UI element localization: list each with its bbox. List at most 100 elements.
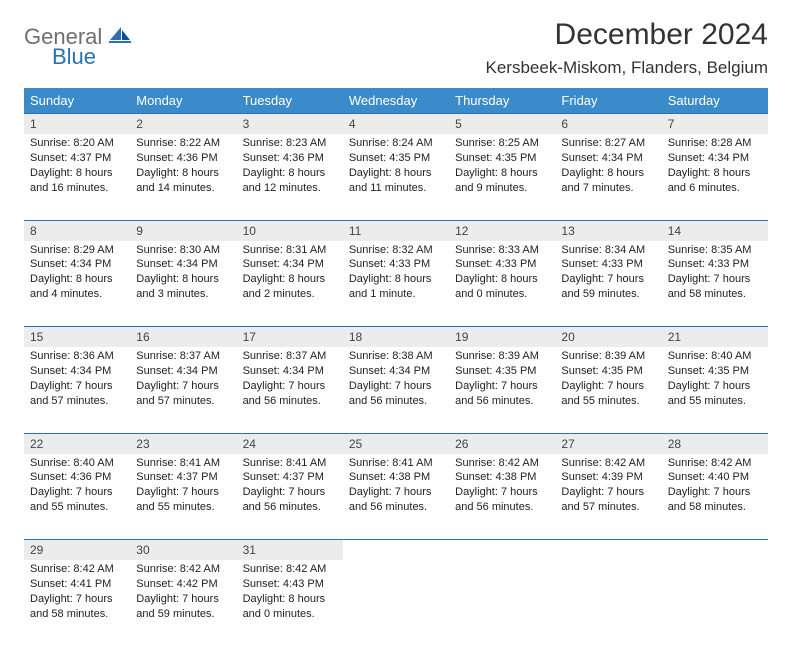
daylight-text: Daylight: 8 hours (668, 166, 762, 181)
day-number-cell (555, 540, 661, 561)
daylight-text: Daylight: 7 hours (668, 379, 762, 394)
sunset-text: Sunset: 4:37 PM (30, 151, 124, 166)
day-content-cell (555, 560, 661, 646)
content-row: Sunrise: 8:20 AMSunset: 4:37 PMDaylight:… (24, 134, 768, 220)
sunset-text: Sunset: 4:33 PM (561, 257, 655, 272)
daylight-text: and 59 minutes. (136, 607, 230, 622)
sunrise-text: Sunrise: 8:42 AM (136, 562, 230, 577)
daylight-text: Daylight: 8 hours (243, 592, 337, 607)
daylight-text: Daylight: 7 hours (243, 485, 337, 500)
weekday-header: Wednesday (343, 88, 449, 114)
daylight-text: and 14 minutes. (136, 181, 230, 196)
sunset-text: Sunset: 4:40 PM (668, 470, 762, 485)
day-content-cell: Sunrise: 8:29 AMSunset: 4:34 PMDaylight:… (24, 241, 130, 327)
sunrise-text: Sunrise: 8:37 AM (136, 349, 230, 364)
day-content-cell (343, 560, 449, 646)
weekday-header: Sunday (24, 88, 130, 114)
logo-text: General Blue (24, 26, 131, 68)
daynum-row: 22232425262728 (24, 433, 768, 454)
day-content-cell: Sunrise: 8:24 AMSunset: 4:35 PMDaylight:… (343, 134, 449, 220)
daylight-text: Daylight: 8 hours (561, 166, 655, 181)
daylight-text: and 57 minutes. (561, 500, 655, 515)
content-row: Sunrise: 8:42 AMSunset: 4:41 PMDaylight:… (24, 560, 768, 646)
day-content-cell: Sunrise: 8:32 AMSunset: 4:33 PMDaylight:… (343, 241, 449, 327)
sunset-text: Sunset: 4:34 PM (349, 364, 443, 379)
day-number-cell: 29 (24, 540, 130, 561)
daynum-row: 1234567 (24, 114, 768, 135)
day-content-cell: Sunrise: 8:40 AMSunset: 4:36 PMDaylight:… (24, 454, 130, 540)
day-number-cell: 1 (24, 114, 130, 135)
day-content-cell: Sunrise: 8:30 AMSunset: 4:34 PMDaylight:… (130, 241, 236, 327)
sunrise-text: Sunrise: 8:28 AM (668, 136, 762, 151)
daylight-text: and 55 minutes. (30, 500, 124, 515)
logo-sail-icon (109, 26, 131, 48)
daylight-text: and 56 minutes. (349, 394, 443, 409)
day-number-cell (343, 540, 449, 561)
daylight-text: and 56 minutes. (243, 394, 337, 409)
daylight-text: and 7 minutes. (561, 181, 655, 196)
daylight-text: and 58 minutes. (30, 607, 124, 622)
title-block: December 2024 Kersbeek-Miskom, Flanders,… (486, 18, 768, 78)
sunrise-text: Sunrise: 8:40 AM (668, 349, 762, 364)
day-number-cell (662, 540, 768, 561)
sunrise-text: Sunrise: 8:27 AM (561, 136, 655, 151)
sunrise-text: Sunrise: 8:33 AM (455, 243, 549, 258)
sunset-text: Sunset: 4:42 PM (136, 577, 230, 592)
daylight-text: and 55 minutes. (136, 500, 230, 515)
sunset-text: Sunset: 4:38 PM (455, 470, 549, 485)
sunrise-text: Sunrise: 8:23 AM (243, 136, 337, 151)
daylight-text: and 58 minutes. (668, 287, 762, 302)
day-number-cell: 30 (130, 540, 236, 561)
day-content-cell: Sunrise: 8:40 AMSunset: 4:35 PMDaylight:… (662, 347, 768, 433)
day-content-cell: Sunrise: 8:42 AMSunset: 4:39 PMDaylight:… (555, 454, 661, 540)
daylight-text: Daylight: 7 hours (30, 379, 124, 394)
day-number-cell: 31 (237, 540, 343, 561)
daylight-text: Daylight: 7 hours (30, 592, 124, 607)
daylight-text: Daylight: 7 hours (455, 379, 549, 394)
sunset-text: Sunset: 4:34 PM (668, 151, 762, 166)
daylight-text: Daylight: 8 hours (30, 166, 124, 181)
day-content-cell: Sunrise: 8:41 AMSunset: 4:37 PMDaylight:… (237, 454, 343, 540)
sunrise-text: Sunrise: 8:42 AM (30, 562, 124, 577)
sunrise-text: Sunrise: 8:31 AM (243, 243, 337, 258)
day-number-cell: 20 (555, 327, 661, 348)
weekday-header: Saturday (662, 88, 768, 114)
day-content-cell (662, 560, 768, 646)
day-content-cell: Sunrise: 8:22 AMSunset: 4:36 PMDaylight:… (130, 134, 236, 220)
sunset-text: Sunset: 4:34 PM (30, 257, 124, 272)
header: General Blue December 2024 Kersbeek-Misk… (24, 18, 768, 78)
sunset-text: Sunset: 4:35 PM (349, 151, 443, 166)
daylight-text: Daylight: 8 hours (349, 272, 443, 287)
sunrise-text: Sunrise: 8:42 AM (668, 456, 762, 471)
logo: General Blue (24, 18, 131, 68)
sunset-text: Sunset: 4:33 PM (349, 257, 443, 272)
day-number-cell: 18 (343, 327, 449, 348)
sunset-text: Sunset: 4:34 PM (243, 364, 337, 379)
calendar-table: Sunday Monday Tuesday Wednesday Thursday… (24, 88, 768, 646)
daylight-text: and 57 minutes. (136, 394, 230, 409)
daylight-text: and 6 minutes. (668, 181, 762, 196)
daylight-text: Daylight: 7 hours (455, 485, 549, 500)
daylight-text: and 12 minutes. (243, 181, 337, 196)
sunrise-text: Sunrise: 8:29 AM (30, 243, 124, 258)
sunrise-text: Sunrise: 8:30 AM (136, 243, 230, 258)
daylight-text: and 1 minute. (349, 287, 443, 302)
daylight-text: Daylight: 8 hours (243, 272, 337, 287)
weekday-header: Thursday (449, 88, 555, 114)
sunset-text: Sunset: 4:43 PM (243, 577, 337, 592)
sunset-text: Sunset: 4:34 PM (30, 364, 124, 379)
day-number-cell: 21 (662, 327, 768, 348)
day-content-cell: Sunrise: 8:38 AMSunset: 4:34 PMDaylight:… (343, 347, 449, 433)
sunrise-text: Sunrise: 8:41 AM (243, 456, 337, 471)
day-number-cell: 24 (237, 433, 343, 454)
day-content-cell: Sunrise: 8:27 AMSunset: 4:34 PMDaylight:… (555, 134, 661, 220)
daylight-text: Daylight: 8 hours (349, 166, 443, 181)
day-number-cell: 15 (24, 327, 130, 348)
daylight-text: and 3 minutes. (136, 287, 230, 302)
day-content-cell: Sunrise: 8:36 AMSunset: 4:34 PMDaylight:… (24, 347, 130, 433)
day-content-cell: Sunrise: 8:34 AMSunset: 4:33 PMDaylight:… (555, 241, 661, 327)
day-content-cell: Sunrise: 8:20 AMSunset: 4:37 PMDaylight:… (24, 134, 130, 220)
sunrise-text: Sunrise: 8:42 AM (561, 456, 655, 471)
daylight-text: Daylight: 8 hours (243, 166, 337, 181)
daylight-text: Daylight: 7 hours (668, 272, 762, 287)
